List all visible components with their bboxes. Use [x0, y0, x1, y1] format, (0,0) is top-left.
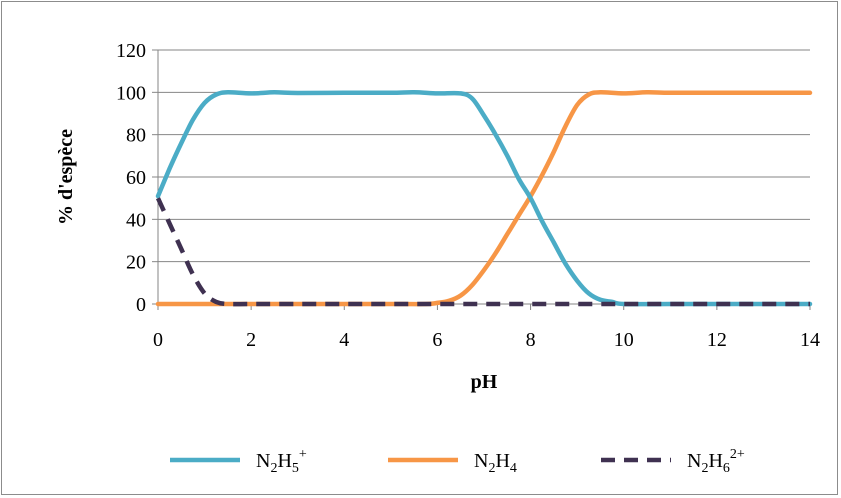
- series-line-1: [155, 90, 813, 307]
- y-tick-label-6: 120: [116, 40, 146, 62]
- y-axis-title: % d'espèce: [55, 129, 77, 225]
- series-layer: [155, 90, 813, 307]
- x-tick-label-2: 4: [339, 329, 349, 351]
- series-line-0: [155, 90, 813, 307]
- x-axis-title: pH: [471, 371, 498, 393]
- y-tick-label-2: 40: [126, 209, 146, 231]
- y-tick-label-5: 100: [116, 82, 146, 104]
- legend: N2H5+ N2H4 N2H62+: [170, 447, 745, 476]
- legend-label-0: N2H5+: [256, 447, 307, 476]
- y-tick-label-4: 80: [126, 125, 146, 147]
- x-tick-label-5: 10: [614, 329, 634, 351]
- tick-labels: 0 20 40 60 80 100 120 0 2 4 6 8 10 12 14: [116, 40, 820, 351]
- gridlines: [158, 49, 810, 263]
- legend-label-1: N2H4: [474, 450, 517, 476]
- x-tick-label-6: 12: [707, 329, 727, 351]
- x-tick-label-1: 2: [246, 329, 256, 351]
- x-tick-label-0: 0: [153, 329, 163, 351]
- series-line-2: [155, 197, 810, 307]
- y-tick-label-0: 0: [136, 294, 146, 316]
- y-tick-label-3: 60: [126, 167, 146, 189]
- y-tick-label-1: 20: [126, 252, 146, 274]
- x-tick-label-4: 8: [526, 329, 536, 351]
- legend-label-2: N2H62+: [687, 447, 745, 476]
- x-tick-label-3: 6: [432, 329, 442, 351]
- x-tick-label-7: 14: [800, 329, 820, 351]
